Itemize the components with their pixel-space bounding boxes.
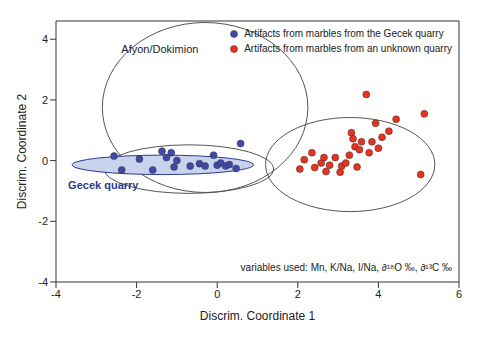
html-text:Artifacts from marbles from an: Artifacts from marbles from an unknown q… xyxy=(244,43,452,54)
html-text:variables used: Mn, K/Na, I/Na: variables used: Mn, K/Na, I/Na, ∂¹⁸O ‰, … xyxy=(240,262,452,273)
svg-text:-4: -4 xyxy=(51,288,61,300)
svg-text:4: 4 xyxy=(42,33,48,45)
svg-text:6: 6 xyxy=(456,288,462,300)
html-text:Artifacts from marbles from th: Artifacts from marbles from the Gecek qu… xyxy=(244,28,444,39)
svg-text:Discrim. Coordinate 2: Discrim. Coordinate 2 xyxy=(15,93,29,209)
svg-text:Discrim. Coordinate 1: Discrim. Coordinate 1 xyxy=(200,309,316,323)
svg-text:-2: -2 xyxy=(132,288,142,300)
svg-text:2: 2 xyxy=(295,288,301,300)
svg-text:0: 0 xyxy=(214,288,220,300)
svg-text:-4: -4 xyxy=(38,276,48,288)
svg-text:Afyon/Dokimion: Afyon/Dokimion xyxy=(121,43,198,55)
svg-text:-2: -2 xyxy=(38,215,48,227)
svg-text:2: 2 xyxy=(42,94,48,106)
svg-text:4: 4 xyxy=(375,288,381,300)
svg-text:0: 0 xyxy=(42,155,48,167)
svg-text:Gecek quarry: Gecek quarry xyxy=(68,179,139,191)
